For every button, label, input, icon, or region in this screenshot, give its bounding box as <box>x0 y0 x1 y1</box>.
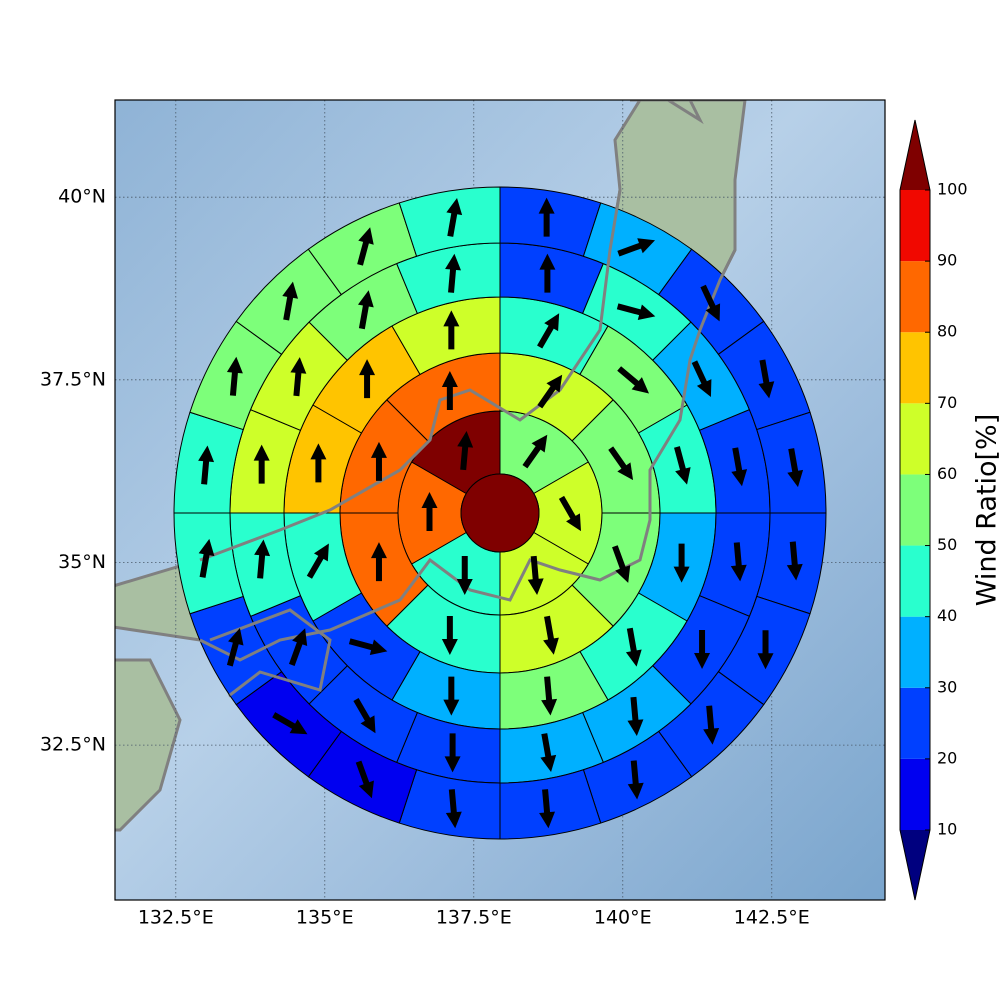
colorbar-tick-label: 40 <box>937 606 957 625</box>
x-tick-label: 135°E <box>296 907 354 929</box>
colorbar-extend-max <box>900 120 930 190</box>
colorbar-bin <box>900 759 930 830</box>
colorbar-tick-label: 60 <box>937 464 957 483</box>
y-tick-label: 35°N <box>58 551 106 573</box>
colorbar-tick-label: 80 <box>937 322 957 341</box>
x-tick-label: 142.5°E <box>734 907 810 929</box>
colorbar-bin <box>900 332 930 403</box>
colorbar-bin <box>900 403 930 474</box>
colorbar-bin <box>900 190 930 261</box>
colorbar-tick-label: 10 <box>937 820 957 839</box>
x-tick-label: 132.5°E <box>138 907 214 929</box>
polar-sectors <box>174 187 826 839</box>
colorbar-label: Wind Ratio[%] <box>972 414 1000 606</box>
y-tick-label: 32.5°N <box>40 734 106 756</box>
colorbar-bin <box>900 546 930 617</box>
colorbar-tick-label: 30 <box>937 677 957 696</box>
center-sector <box>461 474 539 552</box>
colorbar-tick-label: 90 <box>937 251 957 270</box>
colorbar-extend-min <box>900 830 930 900</box>
colorbar-bin <box>900 688 930 759</box>
colorbar-bin <box>900 617 930 688</box>
x-tick-label: 140°E <box>594 907 652 929</box>
colorbar-tick-label: 100 <box>937 180 968 199</box>
x-tick-label: 137.5°E <box>436 907 512 929</box>
colorbar-tick-label: 20 <box>937 748 957 767</box>
colorbar: 10 20 30 40 50 60 70 80 90 100 <box>900 120 968 900</box>
y-tick-label: 40°N <box>58 186 106 208</box>
y-tick-label: 37.5°N <box>40 368 106 390</box>
colorbar-bin <box>900 474 930 545</box>
colorbar-bin <box>900 261 930 332</box>
colorbar-tick-label: 70 <box>937 393 957 412</box>
colorbar-tick-label: 50 <box>937 535 957 554</box>
